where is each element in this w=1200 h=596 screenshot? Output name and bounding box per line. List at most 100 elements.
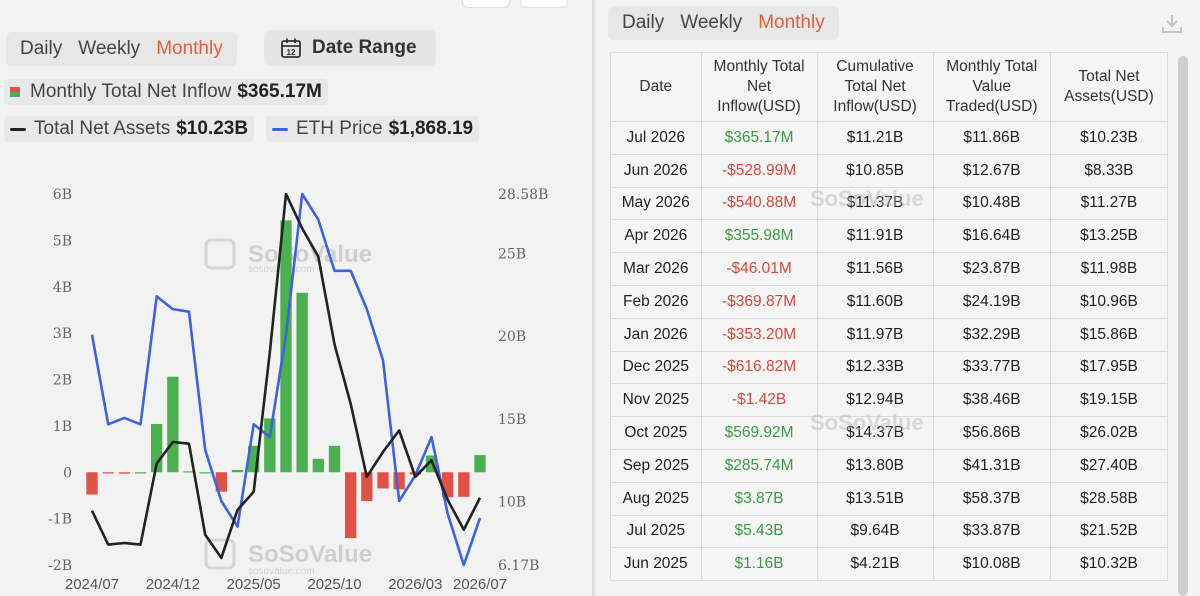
total-net-assets-line[interactable]	[90, 192, 482, 560]
cell-date: Oct 2025	[610, 416, 702, 450]
inflow-bar[interactable]	[86, 472, 98, 495]
legend-inflow-value: $365.17M	[237, 81, 322, 102]
inflow-chart[interactable]: 6B 5B 4B 3B 2B 1B 0 -1B -2B 28.58B 25B 20B 15B 10B 6.1…	[0, 0, 592, 596]
cell-assets: $28.58B	[1049, 481, 1169, 516]
cell-traded: $56.86B	[932, 416, 1051, 450]
left-axis-tick: -2B	[48, 558, 72, 574]
table-row[interactable]: Dec 2025 -$616.82M $12.33B $33.77B $17.95B	[610, 350, 1169, 385]
table-row[interactable]: Mar 2026 -$46.01M $11.56B $23.87B $11.98B	[610, 252, 1169, 286]
col-date-header[interactable]: Date	[610, 52, 702, 122]
table-tab-daily[interactable]: Daily	[622, 12, 665, 33]
inflow-bar[interactable]	[312, 458, 324, 473]
table-row[interactable]: Jun 2025 $1.16B $4.21B $10.08B $10.32B	[610, 547, 1169, 582]
date-range-button[interactable]: 12 Date Range	[264, 30, 436, 66]
top-control-button[interactable]	[462, 0, 510, 8]
table-period-tabs: Daily Weekly Monthly	[608, 6, 839, 40]
inflow-bar[interactable]	[442, 472, 454, 498]
tab-weekly[interactable]: Weekly	[78, 38, 141, 59]
cell-traded: $41.31B	[932, 448, 1051, 483]
col-cumulative-header[interactable]: Cumulative Total Net Inflow(USD)	[816, 52, 934, 122]
table-scrollbar[interactable]	[1178, 56, 1188, 596]
left-axis-tick: -1B	[48, 512, 72, 528]
cell-assets: $11.98B	[1049, 252, 1169, 286]
legend-eth[interactable]: ETH Price $1,868.19	[266, 116, 480, 142]
inflow-bar[interactable]	[296, 292, 308, 473]
cell-date: May 2026	[610, 186, 702, 221]
inflow-bar[interactable]	[183, 471, 195, 473]
cell-date: Jun 2025	[610, 547, 702, 582]
cell-inflow: $355.98M	[700, 219, 818, 254]
table-tab-monthly[interactable]: Monthly	[758, 12, 825, 33]
inflow-bar[interactable]	[328, 445, 341, 473]
col-traded-header[interactable]: Monthly Total Value Traded(USD)	[932, 52, 1051, 122]
inflow-bar[interactable]	[393, 472, 405, 490]
inflow-bar[interactable]	[215, 472, 227, 492]
cell-date: Dec 2025	[610, 350, 702, 385]
inflow-bar[interactable]	[102, 472, 114, 474]
tab-daily[interactable]: Daily	[20, 38, 63, 59]
cell-inflow: -$353.20M	[700, 317, 818, 352]
cell-date: Nov 2025	[610, 383, 702, 418]
download-icon[interactable]	[1160, 12, 1184, 36]
right-axis-tick: 10B	[498, 495, 526, 511]
inflow-bar[interactable]	[474, 455, 486, 473]
cell-cumulative: $12.94B	[816, 383, 934, 418]
table-tab-weekly[interactable]: Weekly	[680, 12, 743, 33]
cell-traded: $11.86B	[932, 121, 1051, 155]
right-axis-tick: 15B	[498, 412, 526, 428]
inflow-bar[interactable]	[264, 418, 276, 473]
x-axis-tick: 2026/03	[388, 576, 442, 593]
legend-eth-value: $1,868.19	[388, 118, 474, 139]
cell-inflow: $1.16B	[700, 547, 818, 582]
cell-date: Jul 2026	[610, 121, 702, 155]
inflow-swatch	[10, 87, 20, 97]
table-row[interactable]: May 2026 -$540.88M $11.37B $10.48B $11.27B	[610, 186, 1169, 221]
left-axis-tick: 2B	[53, 373, 72, 389]
cell-inflow: $365.17M	[700, 121, 818, 155]
cell-traded: $16.64B	[932, 219, 1051, 254]
left-axis-tick: 5B	[53, 233, 72, 249]
inflow-bar[interactable]	[118, 472, 130, 474]
inflow-bar[interactable]	[458, 472, 470, 497]
watermark: SoSoValue	[248, 541, 372, 568]
cell-assets: $21.52B	[1049, 514, 1169, 549]
inflow-bar[interactable]	[425, 455, 438, 473]
inflow-bar[interactable]	[377, 472, 389, 489]
table-row[interactable]: Jan 2026 -$353.20M $11.97B $32.29B $15.86B	[610, 317, 1169, 352]
cell-cumulative: $11.91B	[816, 219, 934, 254]
inflow-bar[interactable]	[248, 445, 260, 473]
inflow-bar[interactable]	[151, 424, 163, 473]
table-row[interactable]: Aug 2025 $3.87B $13.51B $58.37B $28.58B	[610, 481, 1169, 516]
calendar-icon: 12	[281, 38, 301, 58]
table-row[interactable]: Feb 2026 -$369.87M $11.60B $24.19B $10.96B	[610, 284, 1169, 319]
tab-monthly[interactable]: Monthly	[156, 38, 223, 59]
right-axis-tick: 28.58B	[498, 187, 548, 203]
table-row[interactable]: Apr 2026 $355.98M $11.91B $16.64B $13.25B	[610, 219, 1169, 254]
table-row[interactable]: Sep 2025 $285.74M $13.80B $41.31B $27.40B	[610, 448, 1169, 483]
col-assets-header[interactable]: Total Net Assets(USD)	[1049, 52, 1169, 122]
table-row[interactable]: Jun 2026 -$528.99M $10.85B $12.67B $8.33B	[610, 153, 1169, 188]
cell-inflow: $285.74M	[700, 448, 818, 483]
inflow-bar[interactable]	[134, 472, 147, 474]
cell-assets: $8.33B	[1049, 153, 1169, 188]
legend-inflow-label: Monthly Total Net Inflow	[30, 81, 232, 102]
top-control-button[interactable]	[520, 0, 568, 8]
table-row[interactable]: Oct 2025 $569.92M $14.37B $56.86B $26.02B	[610, 416, 1169, 450]
cell-cumulative: $9.64B	[816, 514, 934, 549]
inflow-bar[interactable]	[231, 469, 244, 473]
legend-assets[interactable]: Total Net Assets $10.23B	[4, 116, 255, 142]
legend-inflow[interactable]: Monthly Total Net Inflow $365.17M	[4, 79, 328, 105]
table-row[interactable]: Jul 2026 $365.17M $11.21B $11.86B $10.23B	[610, 121, 1169, 155]
cell-date: Sep 2025	[610, 448, 702, 483]
cell-inflow: $5.43B	[700, 514, 818, 549]
inflow-bar[interactable]	[361, 472, 373, 502]
inflow-bar[interactable]	[280, 220, 292, 473]
inflow-bar[interactable]	[199, 472, 211, 474]
col-inflow-header[interactable]: Monthly Total Net Inflow(USD)	[700, 52, 818, 122]
eth-swatch	[272, 127, 288, 131]
table-row[interactable]: Nov 2025 -$1.42B $12.94B $38.46B $19.15B	[610, 383, 1169, 418]
cell-inflow: -$369.87M	[700, 284, 818, 319]
inflow-bar[interactable]	[167, 376, 179, 473]
table-row[interactable]: Jul 2025 $5.43B $9.64B $33.87B $21.52B	[610, 514, 1169, 549]
inflow-bar[interactable]	[345, 472, 357, 539]
